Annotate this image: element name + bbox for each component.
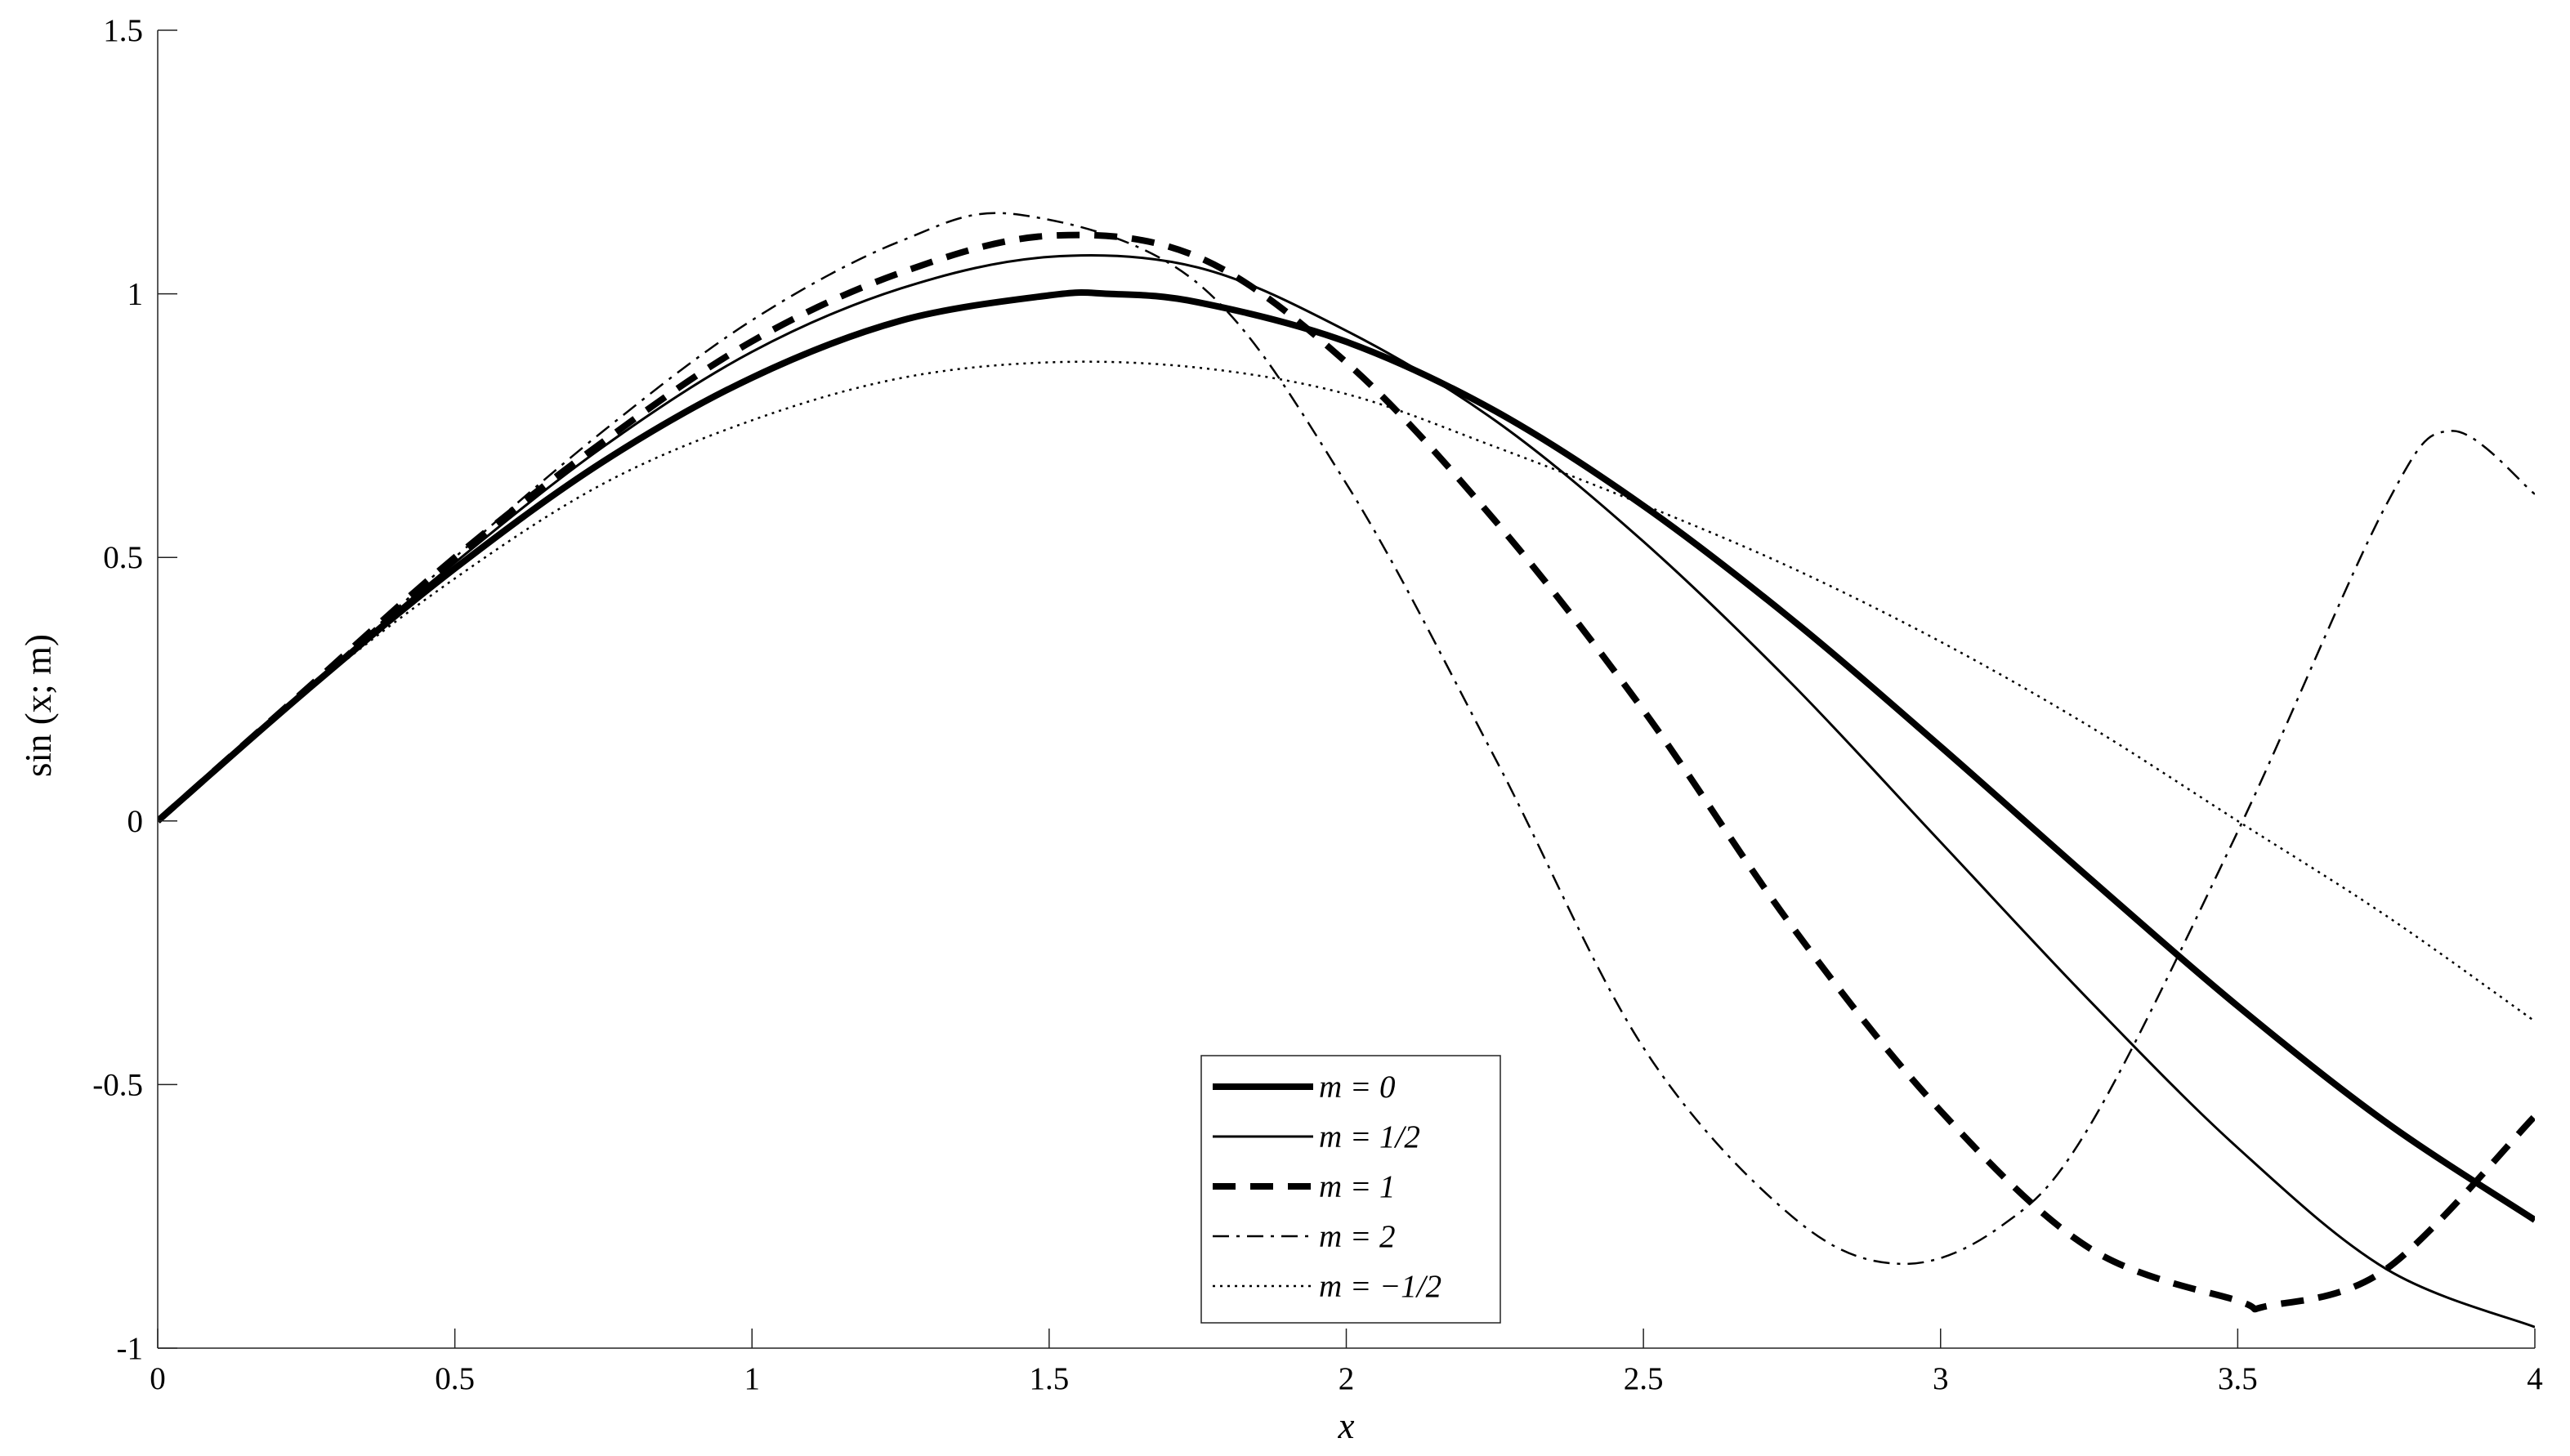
series-line-1: [158, 289, 2535, 1223]
x-tick-label: 1: [744, 1361, 761, 1396]
x-tick-label: 1.5: [1030, 1361, 1070, 1396]
legend-label-1: m = 0: [1319, 1070, 1395, 1105]
x-tick-label: 2: [1339, 1361, 1355, 1396]
x-tick-label: 0: [150, 1361, 166, 1396]
y-tick-label: -1: [117, 1331, 144, 1366]
legend-label-2: m = 1/2: [1319, 1119, 1420, 1155]
series-line-2: [158, 253, 2535, 1329]
legend: m = 0 m = 1/2 m = 1 m = 2 m = −1/2: [1200, 1055, 1501, 1324]
series-line-3: [158, 231, 2535, 1313]
x-tick-label: 2.5: [1624, 1361, 1664, 1396]
y-tick-label: 0: [127, 804, 144, 839]
y-tick-label: 1.5: [103, 13, 143, 48]
axes-layer: 0 0.5 1 1.5 2 2.5 3 3.5 4 -1 -0.5 0 0.5 1 1.5: [92, 13, 2543, 1396]
x-axis-label: x: [1338, 1405, 1355, 1446]
x-tick-label: 4: [2527, 1361, 2543, 1396]
y-tick-label: 0.5: [103, 540, 143, 575]
y-tick-label: -0.5: [92, 1067, 143, 1102]
legend-label-3: m = 1: [1319, 1169, 1395, 1204]
legend-label-4: m = 2: [1319, 1219, 1395, 1254]
y-tick-label: 1: [127, 277, 144, 312]
x-tick-label: 0.5: [435, 1361, 475, 1396]
series-line-5: [158, 360, 2535, 1023]
x-tick-label: 3: [1933, 1361, 1949, 1396]
x-tick-label: 3.5: [2218, 1361, 2258, 1396]
series-line-4: [158, 212, 2535, 1266]
legend-label-5: m = −1/2: [1319, 1269, 1441, 1304]
series-layer: [158, 212, 2535, 1329]
y-axis-label: sin (x; m): [18, 634, 59, 777]
